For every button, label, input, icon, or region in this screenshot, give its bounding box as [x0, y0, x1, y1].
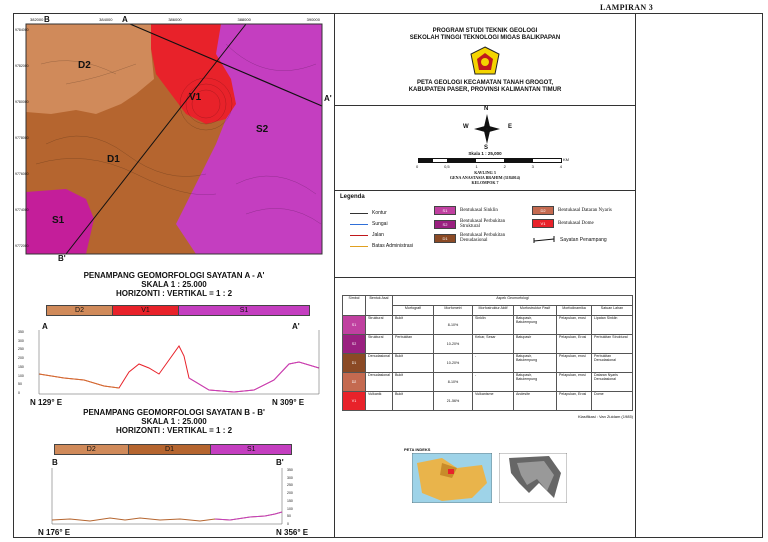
profile-a-dir-left: N 129° E: [30, 398, 63, 407]
legend-line-2: Jalan: [350, 232, 413, 238]
lampiran-label: LAMPIRAN 3: [600, 3, 653, 12]
scale-label: Skala 1 : 25,000: [468, 151, 502, 156]
legend-block: Legenda Kontur Sungai Jalan Batas Administr…: [340, 194, 632, 274]
legend-title: Legenda: [340, 194, 365, 200]
profile-b-start: B: [52, 458, 58, 467]
legend-unit-s1: S1 Bentukasal Sinklin: [434, 206, 524, 215]
profile-b-yticks: 350 300 250 200 150 100 50 0: [287, 468, 293, 526]
compass-scale-block: N S E W Skala 1 : 25,000 KM 0 0,5 1 2 3 4 KAV…: [334, 106, 636, 188]
bar-segment-d1: D1: [128, 445, 212, 454]
profile-b-panel: PENAMPANG GEOMORFOLOGI SAYATAN B - B' SK…: [14, 408, 334, 538]
geomorphology-map: D2 V1 S2 D1 S1 A A' B B' 382000 384000 386…: [14, 14, 334, 264]
bar-segment-d2: D2: [55, 445, 129, 454]
map-label-d1: D1: [107, 154, 120, 165]
line-swatch: [350, 212, 368, 214]
table-row: S2 Struktural Perbukitan 10-20% Kekar, Sesar…: [342, 334, 633, 354]
unit-swatch: S2: [434, 219, 456, 229]
table-source: Klasifikasi : Van Zuidam (1985): [577, 414, 633, 419]
unit-d2-area: [26, 24, 154, 114]
map-left-ticks: 9784000 9782000 9780000 9778000 9776000 97740…: [15, 28, 29, 248]
institution-line2: SEKOLAH TINGGI TEKNOLOGI MIGAS BALIKPAPA…: [409, 35, 561, 41]
profile-b-unit-bar: D2 D1 S1: [54, 444, 292, 455]
legend-unit-d2: D2 Bentukasal Dataran Nyaris: [532, 206, 612, 215]
legend-line-0: Kontur: [350, 210, 413, 216]
profile-a-unit-bar: D2 V1 S1: [46, 305, 310, 316]
profile-a-ratio: HORIZONTI : VERTIKAL = 1 : 2: [115, 289, 233, 298]
profile-a-dir-right: N 309° E: [272, 398, 305, 407]
map-top-ticks: 382000 384000 386000 388000 390000: [30, 17, 320, 22]
divider-1: [334, 105, 636, 106]
index-title: PETA INDEKS: [404, 447, 431, 452]
unit-v1-area: [151, 24, 236, 124]
index-map-2: [499, 453, 567, 503]
geomorphology-table: Simbol Bentuk Asal Aspek Geomorfologi Mo…: [342, 295, 633, 419]
profile-b-ratio: HORIZONTI : VERTIKAL = 1 : 2: [115, 426, 233, 435]
index-map-1: [412, 453, 492, 503]
legend-section-line: Sayatan Penampang: [532, 236, 607, 244]
line-swatch: [350, 234, 368, 236]
bar-segment-v1: V1: [113, 306, 179, 315]
profile-a-yticks: 350 300 250 200 150 100 50 0: [18, 330, 24, 395]
divider-2: [334, 190, 636, 191]
profile-a-end: A': [292, 322, 300, 331]
legend-line-3: Batas Administrasi: [350, 243, 413, 249]
scale-ticks: 0 0,5 1 2 3 4: [416, 164, 562, 169]
title-block: PROGRAM STUDI TEKNIK GEOLOGI SEKOLAH TIN…: [334, 28, 636, 94]
line-swatch: [350, 245, 368, 247]
map-title-line2: KABUPATEN PASER, PROVINSI KALIMANTAN TIM…: [408, 87, 562, 93]
logo-icon: [470, 46, 500, 75]
profile-a-start: A: [42, 322, 48, 331]
table-row: D1 Denudasional Bukit 10-20% - Batupasir, Bat…: [342, 353, 633, 373]
author-block: KAVLING 3 GENA ANASTASIA BRAHIM (3184014…: [449, 170, 521, 185]
map-label-v1: V1: [189, 92, 202, 103]
map-label-s2: S2: [256, 124, 269, 135]
scale-bar: [418, 158, 562, 163]
legend-unit-s2: S2 Bentukasal Perbukitan Struktural: [434, 219, 524, 229]
unit-s1-area: [26, 189, 94, 254]
profile-b-title: PENAMPANG GEOMORFOLOGI SAYATAN B - B': [83, 408, 265, 417]
marker-a: A: [122, 15, 128, 24]
legend-units-col1: S1 Bentukasal Sinklin S2 Bentukasal Perbuki…: [434, 206, 524, 243]
table-row: S1 Struktural Bukit 8-10% Sinklin Batupasir, …: [342, 315, 633, 335]
compass-icon: [474, 114, 500, 144]
profile-a-panel: PENAMPANG GEOMORFOLOGI SAYATAN A - A' SK…: [14, 270, 334, 410]
institution-line1: PROGRAM STUDI TEKNIK GEOLOGI: [432, 28, 538, 34]
legend-unit-d1: D1 Bentukasal Perbukitan Denudasional: [434, 233, 524, 243]
table-row: V1 Vulkanik Bukit 21-56% Vulkanisme Andesite P…: [342, 391, 633, 411]
unit-swatch: D1: [434, 233, 456, 243]
table-row: D2 Denudasional Bukit 8-10% - Batupasir, Batu…: [342, 372, 633, 392]
profile-b-end: B': [276, 458, 284, 467]
legend-line-1: Sungai: [350, 221, 413, 227]
section-line-icon: [533, 236, 555, 243]
profile-a-scale: SKALA 1 : 25.000: [141, 280, 207, 289]
divider-3: [334, 277, 636, 278]
bar-segment-d2: D2: [47, 306, 113, 315]
map-label-s1: S1: [52, 215, 65, 226]
profile-b-scale: SKALA 1 : 25.000: [141, 417, 207, 426]
bar-segment-s1: S1: [211, 445, 292, 454]
profile-b-chart: [51, 468, 283, 525]
unit-swatch: S1: [434, 206, 456, 215]
profile-b-dir-right: N 356° E: [276, 528, 309, 537]
unit-swatch: V1: [532, 219, 554, 228]
profile-b-dir-left: N 176° E: [38, 528, 71, 537]
profile-a-chart: [38, 330, 320, 395]
profile-a-title: PENAMPANG GEOMORFOLOGI SAYATAN A - A': [83, 271, 265, 280]
unit-s2-area: [176, 24, 322, 254]
legend-unit-v1: V1 Bentukasal Dome: [532, 219, 612, 228]
legend-units-col2: D2 Bentukasal Dataran Nyaris V1 Bentukasal …: [532, 206, 612, 228]
marker-b: B: [44, 15, 50, 24]
side-panel: [334, 14, 636, 538]
line-swatch: [350, 223, 368, 225]
bar-segment-s1: S1: [179, 306, 309, 315]
legend-lines: Kontur Sungai Jalan Batas Administrasi: [350, 210, 413, 249]
marker-b-prime: B': [58, 254, 66, 263]
sheet-frame: [13, 13, 763, 538]
map-label-d2: D2: [78, 60, 91, 71]
unit-swatch: D2: [532, 206, 554, 215]
marker-a-prime: A': [324, 94, 332, 103]
map-title-line1: PETA GEOLOGI KECAMATAN TANAH GROGOT,: [417, 80, 553, 86]
